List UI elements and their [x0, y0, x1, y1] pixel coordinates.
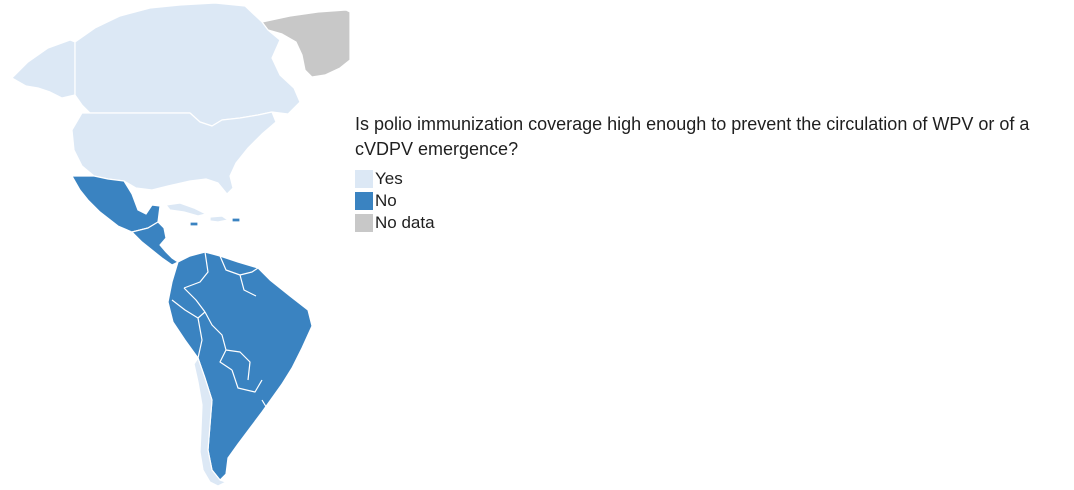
region-central-america [131, 221, 179, 266]
region-hispaniola [209, 215, 229, 223]
americas-map [11, 2, 351, 487]
map-legend: Is polio immunization coverage high enou… [355, 112, 1065, 234]
region-cuba [165, 202, 207, 217]
legend-label-no: No [375, 191, 397, 210]
legend-label-no-data: No data [375, 213, 435, 232]
legend-item-no-data: No data [355, 212, 1065, 234]
region-mexico [71, 175, 161, 233]
legend-item-yes: Yes [355, 168, 1065, 190]
region-chile [193, 357, 227, 487]
legend-title: Is polio immunization coverage high enou… [355, 114, 1030, 159]
legend-swatch-no [355, 192, 373, 210]
south-america-internal-borders [171, 251, 279, 411]
region-greenland [261, 9, 351, 78]
region-alaska [11, 39, 76, 99]
legend-swatch-yes [355, 170, 373, 188]
legend-label-yes: Yes [375, 169, 403, 188]
region-caribbean-small [189, 217, 241, 227]
legend-swatch-no-data [355, 214, 373, 232]
legend-item-no: No [355, 190, 1065, 212]
